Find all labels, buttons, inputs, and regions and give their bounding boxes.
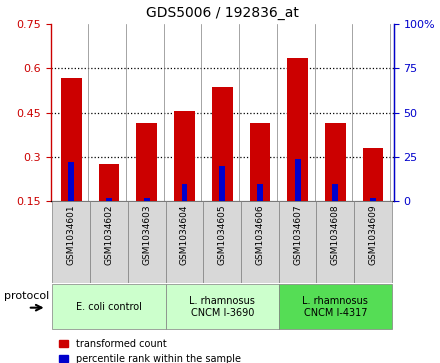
- Text: GSM1034606: GSM1034606: [255, 205, 264, 265]
- Bar: [99, 164, 119, 201]
- Bar: [279, 284, 392, 329]
- Bar: [203, 201, 241, 283]
- Bar: [241, 201, 279, 283]
- Bar: [370, 198, 376, 201]
- Text: GSM1034607: GSM1034607: [293, 205, 302, 265]
- Bar: [325, 123, 346, 201]
- Bar: [52, 201, 90, 283]
- Bar: [61, 78, 82, 201]
- Text: GSM1034605: GSM1034605: [218, 205, 227, 265]
- Bar: [287, 58, 308, 201]
- Bar: [316, 201, 354, 283]
- Bar: [257, 184, 263, 201]
- Bar: [69, 162, 74, 201]
- Bar: [165, 284, 279, 329]
- Bar: [144, 198, 150, 201]
- Bar: [333, 184, 338, 201]
- Text: GSM1034603: GSM1034603: [142, 205, 151, 265]
- Bar: [279, 201, 316, 283]
- Bar: [212, 87, 233, 201]
- Text: protocol: protocol: [4, 291, 49, 301]
- Bar: [354, 201, 392, 283]
- Text: GSM1034608: GSM1034608: [331, 205, 340, 265]
- Bar: [295, 159, 301, 201]
- Bar: [136, 123, 157, 201]
- Text: GSM1034602: GSM1034602: [105, 205, 114, 265]
- Legend: transformed count, percentile rank within the sample: transformed count, percentile rank withi…: [55, 335, 245, 363]
- Title: GDS5006 / 192836_at: GDS5006 / 192836_at: [146, 6, 299, 20]
- Bar: [219, 166, 225, 201]
- Bar: [363, 148, 383, 201]
- Bar: [165, 201, 203, 283]
- Text: GSM1034601: GSM1034601: [67, 205, 76, 265]
- Text: GSM1034604: GSM1034604: [180, 205, 189, 265]
- Bar: [174, 111, 195, 201]
- Text: L. rhamnosus
CNCM I-4317: L. rhamnosus CNCM I-4317: [302, 296, 368, 318]
- Bar: [52, 284, 165, 329]
- Text: E. coli control: E. coli control: [76, 302, 142, 312]
- Bar: [90, 201, 128, 283]
- Text: L. rhamnosus
CNCM I-3690: L. rhamnosus CNCM I-3690: [189, 296, 255, 318]
- Bar: [249, 123, 270, 201]
- Bar: [128, 201, 165, 283]
- Text: GSM1034609: GSM1034609: [369, 205, 378, 265]
- Bar: [182, 184, 187, 201]
- Bar: [106, 198, 112, 201]
